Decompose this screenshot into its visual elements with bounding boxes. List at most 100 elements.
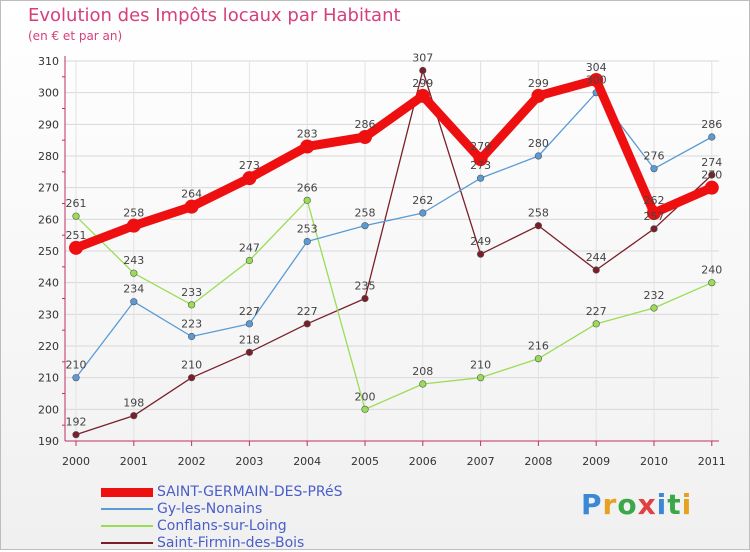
data-point xyxy=(130,269,138,277)
data-point xyxy=(245,256,253,265)
data-point xyxy=(245,348,253,356)
data-point xyxy=(534,152,543,160)
data-label: 253 xyxy=(297,223,318,236)
data-label: 223 xyxy=(181,318,202,331)
data-point xyxy=(361,222,369,230)
x-tick-label: 2000 xyxy=(62,455,90,468)
data-label: 261 xyxy=(66,197,87,210)
y-tick-label: 300 xyxy=(38,87,59,100)
data-point xyxy=(69,240,83,255)
data-label: 227 xyxy=(297,305,318,318)
data-label: 276 xyxy=(644,150,665,163)
data-label: 279 xyxy=(470,140,491,153)
data-point xyxy=(361,405,369,413)
data-label: 280 xyxy=(528,137,549,150)
data-label: 247 xyxy=(239,242,260,255)
data-label: 264 xyxy=(181,188,202,201)
data-label: 286 xyxy=(701,118,722,131)
x-tick-label: 2009 xyxy=(582,455,610,468)
x-tick-label: 2003 xyxy=(235,455,263,468)
data-label: 257 xyxy=(644,210,665,223)
data-label: 299 xyxy=(528,77,549,90)
data-label: 258 xyxy=(528,207,549,220)
x-tick-label: 2008 xyxy=(524,455,552,468)
x-tick-label: 2005 xyxy=(351,455,379,468)
data-point xyxy=(130,298,138,306)
data-label: 232 xyxy=(644,289,665,302)
data-label: 210 xyxy=(470,359,491,372)
data-point xyxy=(72,431,80,439)
data-label: 286 xyxy=(355,118,376,131)
data-label: 304 xyxy=(586,61,607,74)
y-tick-label: 220 xyxy=(38,340,59,353)
legend-swatch xyxy=(101,487,153,497)
legend-label: Conflans-sur-Loing xyxy=(157,518,287,534)
data-point xyxy=(242,171,257,186)
data-point xyxy=(708,279,716,287)
y-tick-label: 240 xyxy=(38,277,59,290)
data-point xyxy=(704,180,719,195)
data-label: 283 xyxy=(297,128,318,141)
data-label: 249 xyxy=(470,235,491,248)
legend-label: Saint-Firmin-des-Bois xyxy=(157,535,305,551)
series-lines xyxy=(69,66,719,439)
y-tick-labels: 190 200 210 220 230 240 250 260 270 280 290 300 310 xyxy=(38,55,59,448)
data-label: 216 xyxy=(528,340,549,353)
y-tick-label: 230 xyxy=(38,308,59,321)
y-tick-label: 280 xyxy=(38,150,59,163)
data-label: 208 xyxy=(412,365,433,378)
data-label: 210 xyxy=(66,359,87,372)
data-label: 218 xyxy=(239,333,260,346)
y-tick-label: 190 xyxy=(38,435,59,448)
data-point xyxy=(419,209,427,217)
data-point xyxy=(419,380,427,388)
data-label: 270 xyxy=(701,169,722,182)
data-point xyxy=(647,206,661,220)
y-tick-label: 270 xyxy=(38,182,59,195)
data-point xyxy=(126,218,141,233)
data-point xyxy=(188,374,196,382)
data-point xyxy=(650,225,658,233)
data-point xyxy=(650,165,658,173)
series-line-1 xyxy=(71,75,717,253)
x-tick-label: 2010 xyxy=(640,455,668,468)
x-tick-label: 2004 xyxy=(293,455,321,468)
data-point xyxy=(592,266,600,274)
legend-label: SAINT-GERMAIN-DES-PRéS xyxy=(157,484,343,500)
data-label: 300 xyxy=(586,74,607,87)
y-tick-label: 250 xyxy=(38,245,59,258)
y-tick-label: 290 xyxy=(38,118,59,131)
data-point xyxy=(303,320,311,328)
data-point xyxy=(589,73,604,87)
legend-swatch xyxy=(101,542,153,544)
grid-lines xyxy=(65,60,719,442)
data-point xyxy=(534,222,543,230)
data-label: 251 xyxy=(66,229,87,242)
series-line-4 xyxy=(75,69,713,436)
x-tick-label: 2006 xyxy=(409,455,437,468)
data-point xyxy=(415,88,430,103)
data-label: 299 xyxy=(412,77,433,90)
data-point xyxy=(708,133,716,141)
data-label: 274 xyxy=(701,156,722,169)
x-tick-label: 2001 xyxy=(120,455,148,468)
y-tick-label: 310 xyxy=(38,55,59,68)
data-point xyxy=(477,250,485,258)
data-point xyxy=(72,212,80,220)
data-point xyxy=(477,174,485,182)
data-point xyxy=(592,320,600,328)
x-tick-label: 2002 xyxy=(178,455,206,468)
data-point xyxy=(72,374,80,382)
data-label: 200 xyxy=(355,390,376,403)
data-point xyxy=(534,355,543,363)
x-tick-label: 2007 xyxy=(467,455,495,468)
chart-title: Evolution des Impôts locaux par Habitant xyxy=(28,5,401,26)
data-point xyxy=(188,301,196,309)
data-label: 262 xyxy=(412,194,433,207)
data-point xyxy=(650,304,658,312)
data-point xyxy=(245,320,253,328)
data-label: 240 xyxy=(701,264,722,277)
data-label: 235 xyxy=(355,280,376,293)
data-label: 262 xyxy=(644,194,665,207)
